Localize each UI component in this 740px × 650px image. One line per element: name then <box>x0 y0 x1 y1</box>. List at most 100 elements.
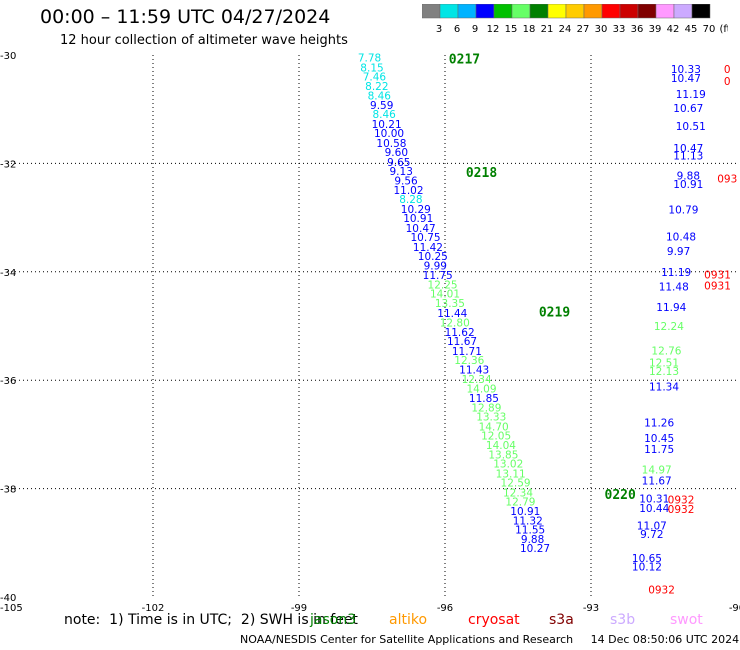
wave-height-label: 0932 <box>648 584 675 596</box>
wave-height-label: 10.33 <box>671 64 701 76</box>
wave-height-label: 8.28 <box>399 194 422 206</box>
wave-height-label: 11.42 <box>413 242 443 254</box>
wave-height-label: 11.55 <box>515 524 545 536</box>
wave-height-label: 11.19 <box>661 267 691 279</box>
y-tick-label: -32 <box>0 159 16 170</box>
legend-swot: swot <box>670 612 703 628</box>
wave-height-label: 12.80 <box>440 318 470 330</box>
pass-time-label: 0220 <box>605 488 636 503</box>
footer-note: note: 1) Time is in UTC; 2) SWH is in fe… <box>64 612 358 628</box>
colorbar-label: 27 <box>577 24 590 35</box>
y-tick-label: -30 <box>0 51 16 62</box>
wave-height-label: 0931 <box>704 280 731 292</box>
colorbar-label: 6 <box>454 24 460 35</box>
wave-height-label: 11.62 <box>445 327 475 339</box>
colorbar-label: 45 <box>685 24 698 35</box>
wave-height-label: 12.76 <box>651 345 681 357</box>
colorbar-label: (ft) <box>719 24 728 35</box>
wave-height-label: 9.59 <box>370 100 393 112</box>
legend-altiko: altiko <box>389 612 428 628</box>
chart-subtitle: 12 hour collection of altimeter wave hei… <box>60 33 348 48</box>
wave-height-label: 12.36 <box>454 355 484 367</box>
wave-height-label: 9.65 <box>387 157 410 169</box>
wave-height-label: 9.56 <box>394 176 418 188</box>
wave-height-label: 8.46 <box>372 109 396 121</box>
colorbar-swatch <box>691 4 711 19</box>
wave-height-label: 10.79 <box>668 204 698 216</box>
wave-height-label: 13.11 <box>496 468 526 480</box>
wave-height-label: 10.12 <box>632 562 662 574</box>
wave-height-label: 11.67 <box>642 475 672 487</box>
wave-height-label: 8.22 <box>365 81 388 93</box>
colorbar-label: 36 <box>631 24 644 35</box>
wave-height-label: 11.85 <box>469 393 499 405</box>
x-tick-label: -96 <box>437 603 453 614</box>
wave-height-label: 12.51 <box>649 357 679 369</box>
wave-height-label: 9.97 <box>667 246 690 258</box>
colorbar-label: 3 <box>436 24 442 35</box>
wave-height-label: 11.71 <box>452 346 482 358</box>
x-tick-label: -105 <box>0 603 23 614</box>
wave-height-label: 10.91 <box>510 506 540 518</box>
wave-height-label: 7.78 <box>358 53 381 65</box>
y-tick-label: -40 <box>0 593 16 604</box>
colorbar-label: 18 <box>523 24 536 35</box>
wave-height-label: 9.72 <box>640 529 663 541</box>
wave-height-label: 10.65 <box>632 553 662 565</box>
wave-height-label: 10.29 <box>401 204 431 216</box>
wave-height-label: 11.43 <box>459 364 489 376</box>
wave-height-label: 11.75 <box>423 270 453 282</box>
wave-height-label: 14.97 <box>642 465 672 477</box>
wave-height-label: 10.27 <box>520 543 550 555</box>
legend-s3b: s3b <box>610 612 636 628</box>
wave-height-label: 10.25 <box>418 251 448 263</box>
y-tick-label: -34 <box>0 268 16 279</box>
wave-height-label: 9.99 <box>424 260 447 272</box>
wave-height-label: 9.60 <box>385 147 408 159</box>
pass-time-label: 0218 <box>466 166 497 181</box>
wave-height-label: 10.91 <box>673 179 703 191</box>
wave-height-label: 13.33 <box>476 412 506 424</box>
legend-cryosat: cryosat <box>468 612 520 628</box>
credit-line: NOAA/NESDIS Center for Satellite Applica… <box>240 633 740 646</box>
wave-height-label: 13.35 <box>435 298 465 310</box>
wave-height-label: 9.88 <box>521 534 544 546</box>
wave-height-label: 11.13 <box>673 150 703 162</box>
wave-height-label: 14.04 <box>486 440 516 452</box>
wave-height-label: 12.25 <box>428 279 458 291</box>
wave-height-label: 11.26 <box>644 417 674 429</box>
colorbar-label: 70 <box>703 24 716 35</box>
wave-height-label: 14.09 <box>466 383 496 395</box>
wave-height-label: 9.13 <box>390 166 413 178</box>
wave-height-label: 11.44 <box>437 308 467 320</box>
x-tick-label: -93 <box>583 603 599 614</box>
wave-height-label: 11.34 <box>649 382 679 394</box>
wave-height-label: 10.51 <box>676 121 706 133</box>
wave-height-label: 0932 <box>668 504 695 516</box>
wave-height-label: 10.47 <box>671 73 701 85</box>
wave-height-label: 11.32 <box>513 516 543 528</box>
wave-height-label: 0 <box>724 64 731 76</box>
colorbar-label: 30 <box>595 24 608 35</box>
wave-height-label: 11.19 <box>676 89 706 101</box>
wave-height-label: 11.48 <box>659 281 689 293</box>
wave-height-label: 10.21 <box>372 119 402 131</box>
wave-height-label: 12.59 <box>501 478 531 490</box>
colorbar-label: 21 <box>541 24 554 35</box>
legend-s3a: s3a <box>549 612 574 628</box>
grid-lines <box>7 55 737 597</box>
wave-height-label: 12.79 <box>505 497 535 509</box>
colorbar-label: 33 <box>613 24 626 35</box>
legend-jason3: jason3 <box>310 612 357 628</box>
wave-height-label: 10.45 <box>644 433 674 445</box>
wave-height-label: 12.05 <box>481 430 511 442</box>
wave-height-label: 12.24 <box>654 321 684 333</box>
wave-height-label: 14.70 <box>479 421 509 433</box>
wave-height-label: 14.01 <box>430 288 460 300</box>
x-tick-label: -102 <box>142 603 165 614</box>
wave-height-label: 13.02 <box>493 459 523 471</box>
wave-height-label: 8.15 <box>360 62 383 74</box>
y-tick-label: -36 <box>0 376 16 387</box>
